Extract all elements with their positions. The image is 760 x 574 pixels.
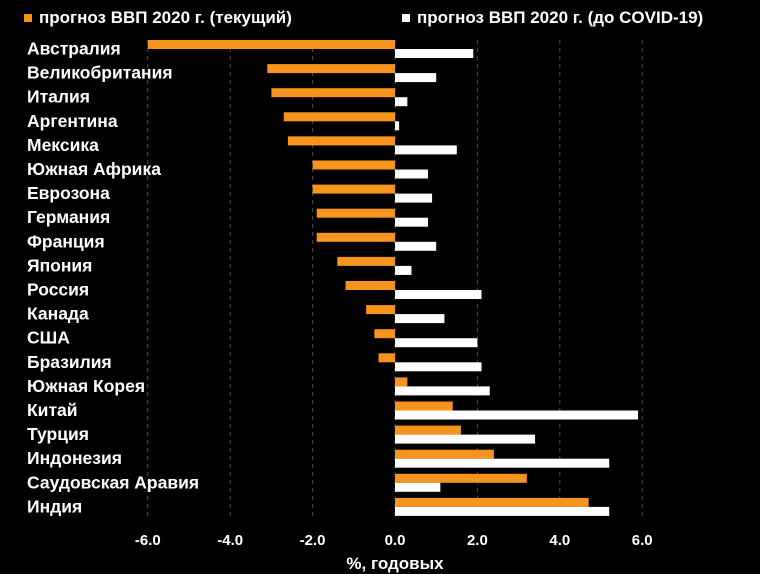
bar-pre-covid: [395, 193, 433, 203]
bar-pre-covid: [395, 338, 478, 348]
bar-current: [395, 377, 408, 387]
category-label: Канада: [27, 304, 89, 324]
bar-pre-covid: [395, 265, 412, 275]
category-label: Мексика: [27, 135, 99, 155]
x-tick-label: -2.0: [300, 532, 326, 549]
category-label: Китай: [27, 400, 78, 420]
bar-current: [395, 401, 453, 411]
grid-lines: [147, 40, 643, 520]
bar-pre-covid: [395, 506, 610, 516]
bar-pre-covid: [395, 145, 457, 155]
bar-pre-covid: [395, 290, 482, 299]
bar-current: [316, 208, 395, 218]
bar-current: [374, 329, 395, 339]
bar-pre-covid: [395, 97, 408, 107]
x-tick-label: 0.0: [385, 532, 406, 549]
bar-current: [283, 112, 395, 122]
category-labels: Австралия Великобритания Италия Аргентина Ме…: [27, 39, 199, 517]
category-label: Германия: [27, 207, 110, 227]
x-tick-label: 4.0: [549, 532, 570, 549]
bar-current: [147, 40, 395, 49]
legend-item-current: прогноз ВВП 2020 г. (текущий): [24, 8, 292, 28]
category-label: Турция: [27, 424, 89, 444]
legend-swatch-pre-covid: [402, 14, 410, 22]
bar-current: [395, 449, 494, 459]
bar-pre-covid: [395, 73, 437, 83]
bars: [147, 40, 639, 516]
bar-current: [312, 184, 395, 194]
bar-current: [366, 305, 395, 315]
bar-current: [287, 136, 395, 146]
bar-current: [312, 160, 395, 170]
bar-current: [345, 281, 395, 290]
legend-label-current: прогноз ВВП 2020 г. (текущий): [39, 8, 292, 27]
x-tick-label: -6.0: [135, 532, 161, 549]
legend-item-pre-covid: прогноз ВВП 2020 г. (до COVID-19): [402, 8, 703, 28]
bar-current: [395, 497, 589, 507]
bar-pre-covid: [395, 362, 482, 372]
category-label: Австралия: [27, 39, 121, 59]
category-label: Индонезия: [27, 448, 122, 468]
x-tick-label: 6.0: [632, 532, 653, 549]
bar-pre-covid: [395, 241, 437, 251]
bar-pre-covid: [395, 49, 474, 58]
x-axis-tick-labels: -6.0 -4.0 -2.0 0.0 2.0 4.0 6.0: [135, 532, 653, 549]
category-label: Саудовская Аравия: [27, 472, 199, 492]
bar-pre-covid: [395, 121, 400, 131]
bar-current: [316, 232, 395, 242]
category-label: Аргентина: [27, 111, 118, 131]
category-label: Южная Корея: [27, 376, 145, 396]
chart-legend: прогноз ВВП 2020 г. (текущий) прогноз ВВ…: [0, 8, 760, 32]
bar-current: [395, 473, 527, 483]
legend-label-pre-covid: прогноз ВВП 2020 г. (до COVID-19): [417, 8, 704, 27]
bar-pre-covid: [395, 314, 445, 324]
bar-pre-covid: [395, 410, 639, 420]
bar-pre-covid: [395, 169, 428, 179]
category-label: Индия: [27, 496, 82, 516]
x-tick-label: 2.0: [467, 532, 488, 549]
category-label: Великобритания: [27, 63, 173, 83]
bar-current: [395, 425, 461, 435]
category-label: Россия: [27, 280, 89, 300]
bar-pre-covid: [395, 217, 428, 227]
x-axis-title: %, годовых: [346, 554, 444, 573]
bar-pre-covid: [395, 386, 490, 396]
bar-pre-covid: [395, 458, 610, 468]
category-label: Бразилия: [27, 352, 112, 372]
bar-current: [267, 64, 395, 74]
bar-pre-covid: [395, 434, 536, 444]
category-label: США: [27, 328, 70, 348]
category-label: Франция: [27, 231, 105, 251]
category-label: Япония: [27, 255, 92, 275]
bar-current: [337, 256, 395, 266]
x-tick-label: -4.0: [217, 532, 243, 549]
legend-swatch-current: [24, 14, 32, 22]
bar-current: [378, 353, 395, 363]
category-label: Южная Африка: [27, 159, 161, 179]
category-label: Еврозона: [27, 183, 110, 203]
bar-current: [271, 88, 395, 98]
category-label: Италия: [27, 87, 90, 107]
bar-pre-covid: [395, 482, 441, 492]
